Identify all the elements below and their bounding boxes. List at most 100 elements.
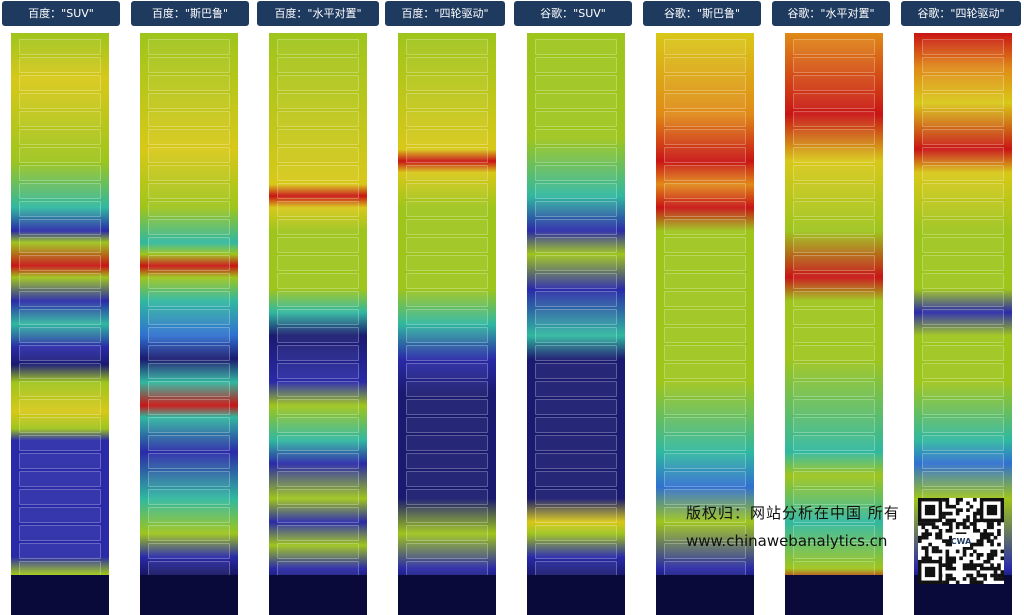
page-wireframe-block (922, 111, 1004, 127)
page-wireframe-block (535, 93, 617, 109)
page-wireframe-block (277, 273, 359, 289)
page-wireframe-block (406, 291, 488, 307)
page-wireframe-block (19, 525, 101, 541)
page-wireframe-block (406, 93, 488, 109)
page-wireframe-block (277, 183, 359, 199)
page-wireframe-block (406, 165, 488, 181)
page-wireframe-block (148, 165, 230, 181)
page-wireframe-block (922, 399, 1004, 415)
page-wireframe-block (922, 291, 1004, 307)
page-wireframe-block (535, 525, 617, 541)
page-wireframe-block (793, 111, 875, 127)
page-wireframe-block (793, 255, 875, 271)
page-wireframe-block (19, 39, 101, 55)
page-wireframe-block (793, 453, 875, 469)
page-wireframe-block (664, 183, 746, 199)
page-wireframe-block (406, 507, 488, 523)
page-wireframe-block (148, 435, 230, 451)
page-wireframe-block (535, 309, 617, 325)
page-wireframe-block (277, 255, 359, 271)
page-wireframe-block (793, 237, 875, 253)
page-wireframe-block (19, 93, 101, 109)
page-wireframe-block (535, 381, 617, 397)
page-wireframe-block (664, 57, 746, 73)
page-wireframe-block (535, 543, 617, 559)
page-footer-region (656, 575, 754, 615)
page-wireframe-block (277, 399, 359, 415)
page-wireframe-block (19, 543, 101, 559)
copyright-text: 版权归：网站分析在中国 所有 (686, 504, 900, 522)
page-wireframe-block (793, 309, 875, 325)
page-wireframe-block (19, 309, 101, 325)
page-wireframe-block (19, 489, 101, 505)
page-wireframe-block (922, 471, 1004, 487)
heatmap-strip-baidu-subaru (140, 33, 238, 615)
page-wireframe-block (19, 327, 101, 343)
page-wireframe-block (277, 453, 359, 469)
page-wireframe-block (148, 291, 230, 307)
page-wireframe-block (793, 165, 875, 181)
page-wireframe-block (664, 327, 746, 343)
page-wireframe-block (148, 381, 230, 397)
page-wireframe-block (277, 525, 359, 541)
page-wireframe-block (148, 129, 230, 145)
page-wireframe-block (535, 453, 617, 469)
page-wireframe-block (277, 363, 359, 379)
page-wireframe-block (664, 129, 746, 145)
page-wireframe-block (922, 363, 1004, 379)
page-wireframe-block (535, 201, 617, 217)
page-wireframe-block (277, 489, 359, 505)
page-wireframe-block (406, 39, 488, 55)
page-wireframe-block (535, 291, 617, 307)
page-wireframe-block (406, 525, 488, 541)
page-wireframe-block (19, 219, 101, 235)
page-wireframe-block (406, 219, 488, 235)
page-wireframe-block (148, 309, 230, 325)
page-wireframe-block (277, 219, 359, 235)
page-wireframe-block (922, 75, 1004, 91)
page-wireframe-block (664, 381, 746, 397)
page-wireframe-block (664, 453, 746, 469)
page-wireframe-block (664, 111, 746, 127)
page-wireframe-block (664, 417, 746, 433)
page-wireframe-block (277, 111, 359, 127)
page-wireframe-block (19, 363, 101, 379)
heatmap-strip-baidu-awd (398, 33, 496, 615)
page-wireframe-block (406, 453, 488, 469)
column-label-google-awd: 谷歌："四轮驱动" (901, 1, 1021, 26)
page-wireframe-block (19, 147, 101, 163)
page-wireframe-block (277, 381, 359, 397)
heatmap-strip-google-boxer (785, 33, 883, 615)
page-wireframe-block (406, 57, 488, 73)
page-wireframe-block (664, 309, 746, 325)
page-wireframe-block (535, 237, 617, 253)
page-wireframe-block (19, 129, 101, 145)
page-wireframe-block (19, 57, 101, 73)
page-wireframe-block (922, 183, 1004, 199)
page-wireframe-block (406, 399, 488, 415)
page-wireframe-block (793, 93, 875, 109)
page-wireframe-block (535, 39, 617, 55)
page-wireframe-block (664, 543, 746, 559)
page-wireframe-block (148, 543, 230, 559)
page-wireframe-block (535, 345, 617, 361)
page-wireframe-block (148, 489, 230, 505)
page-wireframe-block (277, 309, 359, 325)
page-wireframe-block (148, 255, 230, 271)
page-wireframe-block (406, 255, 488, 271)
page-wireframe-block (148, 57, 230, 73)
page-wireframe-block (148, 417, 230, 433)
page-wireframe-block (19, 237, 101, 253)
page-wireframe-block (148, 111, 230, 127)
page-wireframe-block (922, 39, 1004, 55)
column-label-baidu-awd: 百度："四轮驱动" (385, 1, 505, 26)
page-wireframe-block (535, 363, 617, 379)
page-wireframe-block (148, 183, 230, 199)
page-wireframe-block (406, 147, 488, 163)
page-wireframe-block (793, 399, 875, 415)
page-wireframe-block (664, 165, 746, 181)
page-wireframe-block (793, 507, 875, 523)
page-wireframe-block (664, 147, 746, 163)
page-wireframe-block (148, 345, 230, 361)
page-wireframe-block (277, 417, 359, 433)
